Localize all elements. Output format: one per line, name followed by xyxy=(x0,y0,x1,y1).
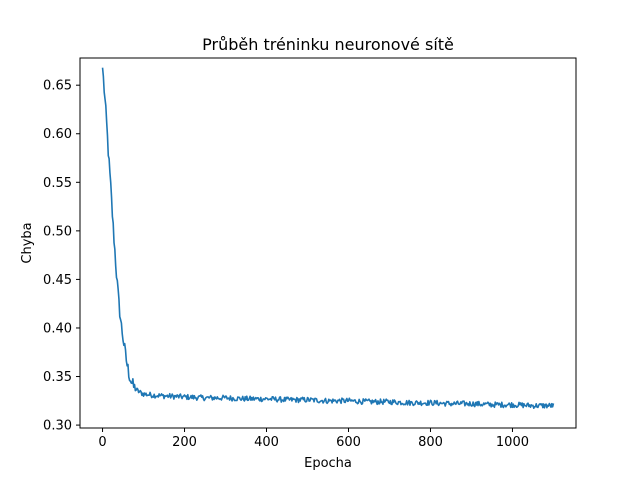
x-axis-label: Epocha xyxy=(304,456,352,471)
x-tick-label: 1000 xyxy=(496,435,529,450)
y-axis: 0.30 0.35 0.40 0.45 0.50 0.55 0.60 0.65 xyxy=(43,79,80,434)
y-tick-label: 0.40 xyxy=(43,321,72,336)
chart-title: Průběh tréninku neuronové sítě xyxy=(202,35,454,54)
x-tick-label: 800 xyxy=(418,435,443,450)
y-tick-label: 0.35 xyxy=(43,370,72,385)
x-tick-label: 200 xyxy=(172,435,197,450)
y-tick-label: 0.65 xyxy=(43,79,72,94)
y-axis-label: Chyba xyxy=(20,222,35,263)
loss-series-line xyxy=(101,67,555,410)
plot-frame xyxy=(79,57,577,429)
y-tick-label: 0.45 xyxy=(43,273,72,288)
plot-area xyxy=(101,67,555,410)
x-tick-label: 0 xyxy=(98,435,106,450)
y-tick-label: 0.55 xyxy=(43,176,72,191)
y-tick-label: 0.60 xyxy=(43,127,72,142)
x-tick-label: 600 xyxy=(336,435,361,450)
y-tick-label: 0.30 xyxy=(43,419,72,434)
y-tick-label: 0.50 xyxy=(43,224,72,239)
x-axis: 0 200 400 600 800 1000 xyxy=(98,428,529,450)
x-tick-label: 400 xyxy=(254,435,279,450)
